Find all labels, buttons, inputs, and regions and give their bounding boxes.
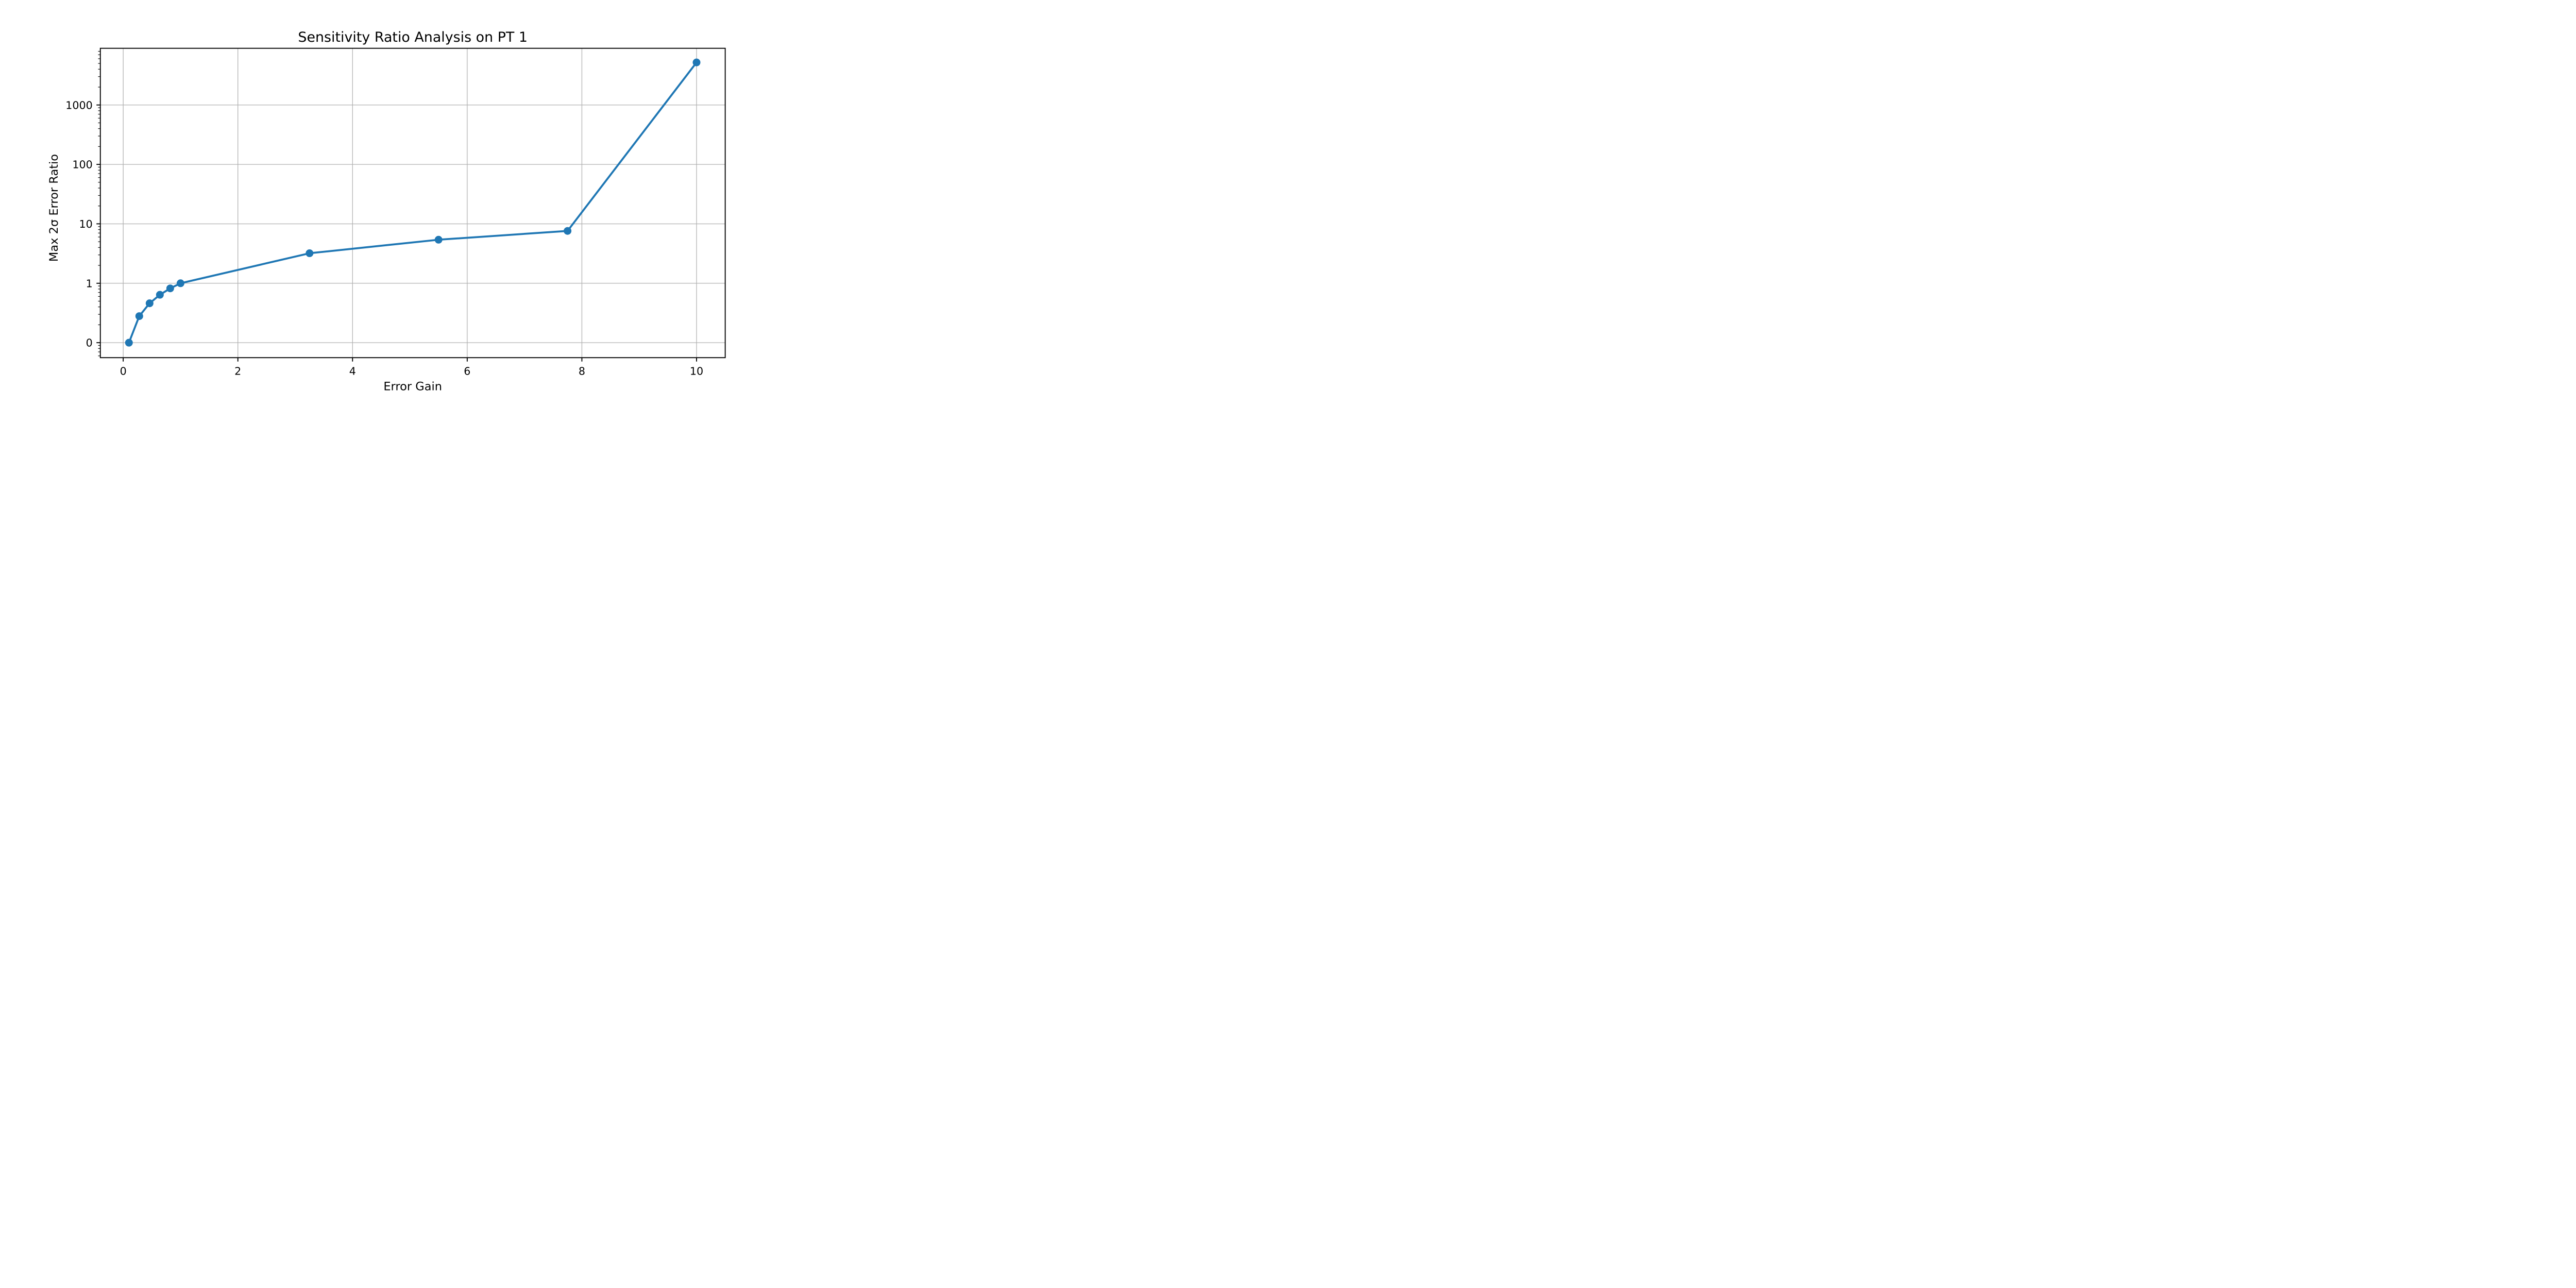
data-point-marker	[692, 58, 701, 66]
x-tick-label: 10	[690, 365, 703, 377]
x-tick-label: 0	[120, 365, 127, 377]
data-point-marker	[434, 235, 443, 244]
y-axis-label: Max 2σ Error Ratio	[47, 154, 61, 262]
data-point-marker	[176, 279, 184, 287]
data-point-marker	[156, 291, 164, 299]
y-tick-label: 10	[79, 218, 92, 230]
data-point-marker	[166, 284, 174, 293]
x-axis-label: Error Gain	[383, 380, 442, 394]
axes-spines	[99, 47, 726, 359]
data-point-marker	[564, 227, 572, 235]
y-tick-label: 0	[86, 337, 93, 349]
data-point-marker	[135, 312, 143, 320]
data-point-marker	[145, 299, 154, 308]
data-point-marker	[306, 249, 314, 258]
y-tick-label: 1	[86, 277, 93, 290]
x-tick-label: 6	[464, 365, 470, 377]
series-line	[128, 61, 698, 344]
data-point-marker	[125, 338, 133, 347]
y-tick-label: 100	[72, 159, 92, 171]
data-series	[125, 58, 701, 347]
gridlines	[100, 48, 725, 358]
figure: 0 2 4 6 8 10 0 1 10 100 1000 Sensitivity Ratio Ana…	[0, 0, 805, 403]
x-tick-label: 4	[349, 365, 356, 377]
axis-major-ticks	[96, 104, 697, 362]
y-tick-label: 1000	[65, 99, 92, 111]
x-tick-label: 2	[234, 365, 241, 377]
x-tick-label: 8	[579, 365, 585, 377]
chart-title: Sensitivity Ratio Analysis on PT 1	[298, 29, 528, 45]
plot-area	[100, 48, 725, 358]
